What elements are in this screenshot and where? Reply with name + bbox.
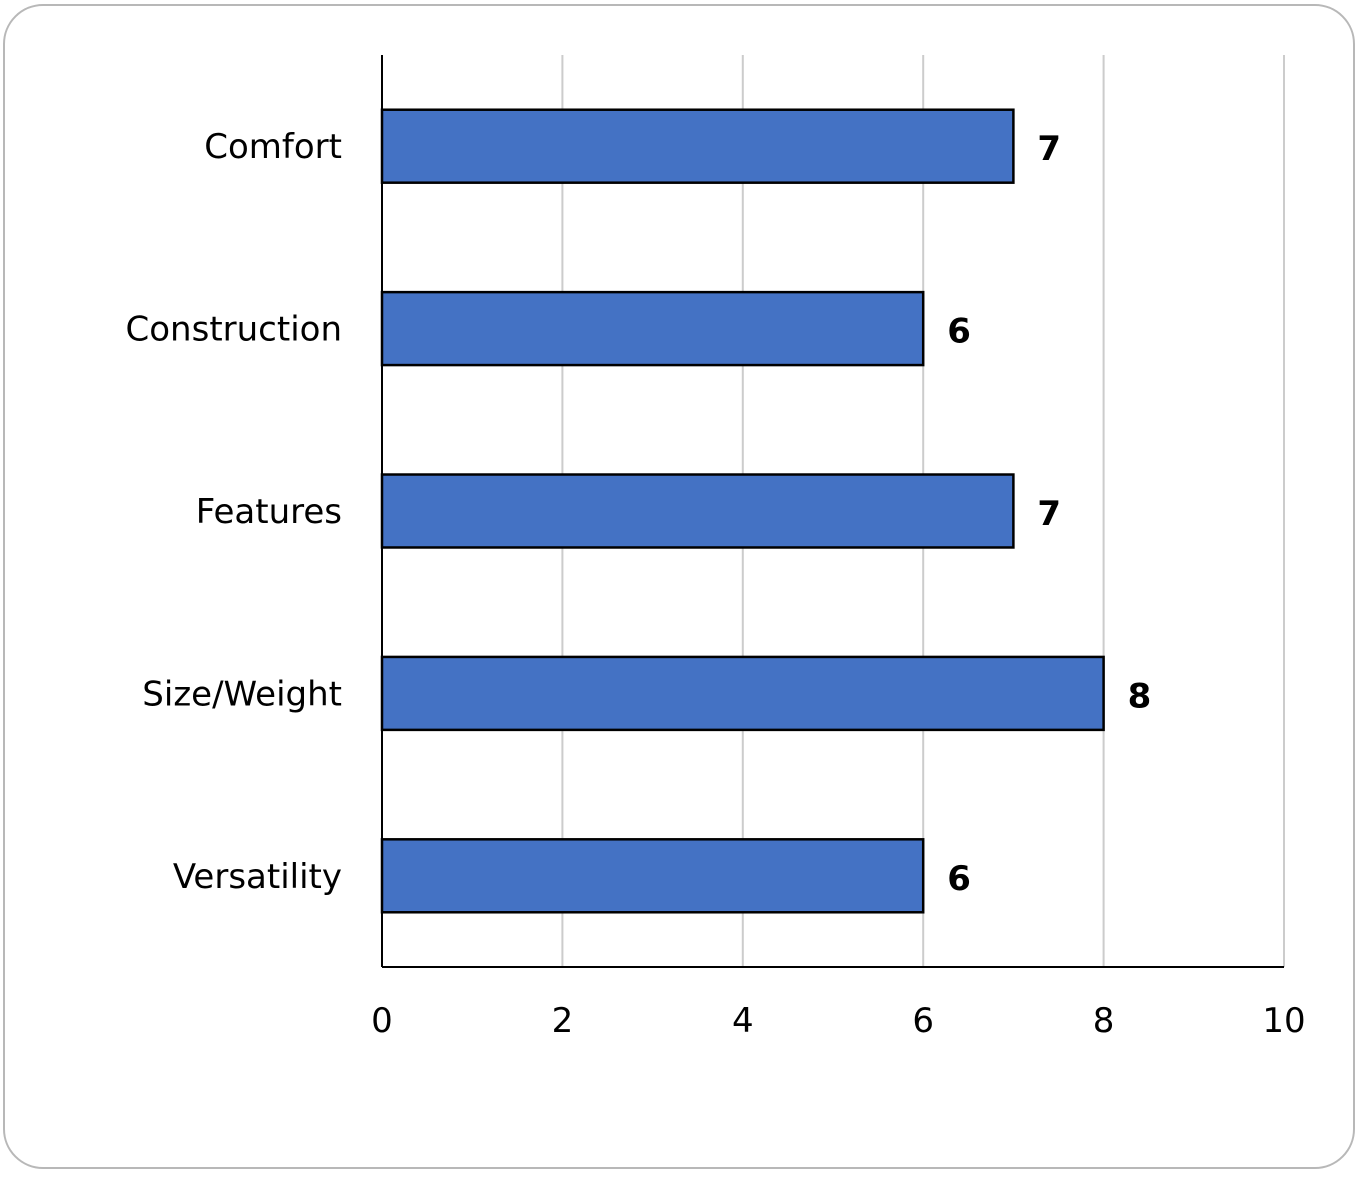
x-tick-label-8: 8 <box>1093 1001 1115 1041</box>
category-label-versatility: Versatility <box>173 857 342 897</box>
bar-comfort <box>380 108 1015 184</box>
x-tick-label-10: 10 <box>1262 1001 1305 1041</box>
chart-frame <box>3 4 1355 1169</box>
data-label-comfort: 7 <box>1037 129 1061 169</box>
data-label-features: 7 <box>1037 494 1061 534</box>
bar-versatility <box>380 838 925 914</box>
bar-features <box>380 473 1015 549</box>
x-tick-label-2: 2 <box>552 1001 574 1041</box>
bar-construction <box>380 290 925 367</box>
category-label-comfort: Comfort <box>204 127 342 167</box>
x-tick-label-0: 0 <box>371 1001 393 1041</box>
x-tick-label-6: 6 <box>912 1001 934 1041</box>
bar-size-weight <box>380 655 1105 732</box>
category-label-size-weight: Size/Weight <box>142 674 342 714</box>
data-label-construction: 6 <box>947 312 971 352</box>
data-label-size-weight: 8 <box>1128 676 1152 716</box>
x-tick-labels: 0 2 4 6 8 10 <box>371 1001 1305 1041</box>
data-labels: 7 6 7 8 6 <box>947 129 1151 899</box>
x-tick-label-4: 4 <box>732 1001 754 1041</box>
category-label-features: Features <box>196 492 342 532</box>
category-label-construction: Construction <box>126 310 342 350</box>
category-labels: Comfort Construction Features Size/Weight Ve… <box>126 127 342 897</box>
axes <box>381 55 1284 968</box>
data-label-versatility: 6 <box>947 859 971 899</box>
